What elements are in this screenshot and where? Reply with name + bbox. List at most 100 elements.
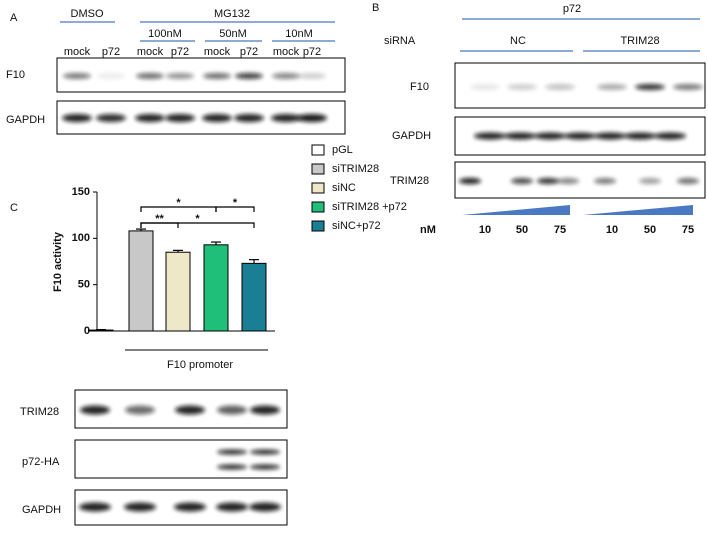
band [80, 405, 110, 415]
dose-label: 75 [554, 224, 566, 236]
band [271, 114, 301, 122]
band [234, 114, 264, 122]
band [202, 114, 232, 122]
dose-label: 50 [644, 224, 656, 236]
blot-label: GAPDH [22, 504, 61, 516]
blot-label: TRIM28 [390, 175, 429, 187]
band [297, 114, 327, 122]
dose-label: 10nM [285, 28, 313, 40]
band [635, 84, 665, 90]
blot [74, 439, 288, 479]
dose-label: 50nM [219, 28, 247, 40]
treatment-label: MG132 [214, 8, 250, 20]
band [165, 114, 195, 122]
bar [88, 329, 114, 332]
significance-bracket [215, 206, 255, 212]
band [511, 178, 533, 184]
dose-label: 10 [479, 224, 491, 236]
band [62, 114, 92, 122]
band [673, 84, 703, 90]
band [96, 114, 126, 122]
band [594, 178, 616, 184]
legend-swatch [311, 144, 325, 156]
legend-label: siNC+p72 [332, 220, 381, 232]
band [545, 84, 575, 90]
band [677, 178, 699, 184]
legend-label: siNC [332, 182, 356, 194]
panel-label: B [372, 2, 379, 14]
band [166, 73, 194, 79]
y-tick-label: 50 [78, 279, 90, 291]
blot-label: GAPDH [392, 130, 431, 142]
lane-label: mock [204, 46, 231, 58]
band [298, 73, 326, 79]
band [203, 73, 231, 79]
band [564, 132, 596, 140]
band [135, 114, 165, 122]
band [249, 502, 281, 512]
y-axis-label: F10 activity [52, 231, 64, 292]
significance-label: * [195, 213, 200, 225]
band [272, 73, 300, 79]
dose-unit: nM [420, 224, 436, 236]
lane-label: p72 [102, 46, 120, 58]
dose-triangle [583, 205, 693, 215]
band [124, 502, 156, 512]
dose-label: 75 [682, 224, 694, 236]
dose-label: 50 [516, 224, 528, 236]
band [250, 449, 280, 455]
blot-label: GAPDH [6, 114, 45, 126]
group-label: p72 [563, 3, 581, 15]
significance-bracket [140, 222, 255, 228]
panel-label: C [10, 202, 18, 214]
band [557, 178, 579, 184]
band [250, 405, 280, 415]
band [175, 405, 205, 415]
band [507, 84, 537, 90]
band [654, 132, 686, 140]
blot-label: F10 [410, 81, 429, 93]
band [97, 73, 125, 79]
legend-swatch [311, 163, 325, 175]
band [136, 73, 164, 79]
lane-label: p72 [303, 46, 321, 58]
x-axis-label: F10 promoter [167, 359, 233, 371]
legend-label: siTRIM28 [332, 163, 379, 175]
blot [454, 161, 706, 199]
band [534, 132, 566, 140]
sirna-name: NC [510, 35, 526, 47]
band [597, 84, 627, 90]
band [217, 449, 247, 455]
y-tick-label: 0 [84, 325, 90, 337]
treatment-label: DMSO [71, 8, 104, 20]
lane-label: p72 [240, 46, 258, 58]
legend-swatch [311, 201, 325, 213]
blot-label: F10 [6, 69, 25, 81]
dose-triangle [462, 205, 570, 215]
lane-label: p72 [171, 46, 189, 58]
sirna-label: siRNA [384, 35, 416, 47]
legend-swatch [311, 220, 325, 232]
dose-label: 10 [606, 224, 618, 236]
band [624, 132, 656, 140]
panel-label: A [10, 12, 18, 24]
bar [165, 251, 191, 332]
bar [203, 244, 229, 332]
dose-label: 100nM [148, 28, 182, 40]
lane-label: mock [64, 46, 91, 58]
band [174, 502, 206, 512]
lane-label: mock [273, 46, 300, 58]
band [217, 405, 247, 415]
blot-label: p72-HA [22, 456, 60, 468]
significance-label: * [233, 197, 238, 209]
lane-label: mock [137, 46, 164, 58]
legend-swatch [311, 182, 325, 194]
band [217, 464, 247, 470]
blot-label: TRIM28 [20, 406, 59, 418]
band [250, 464, 280, 470]
band [79, 502, 111, 512]
band [125, 405, 155, 415]
bar [128, 230, 154, 332]
